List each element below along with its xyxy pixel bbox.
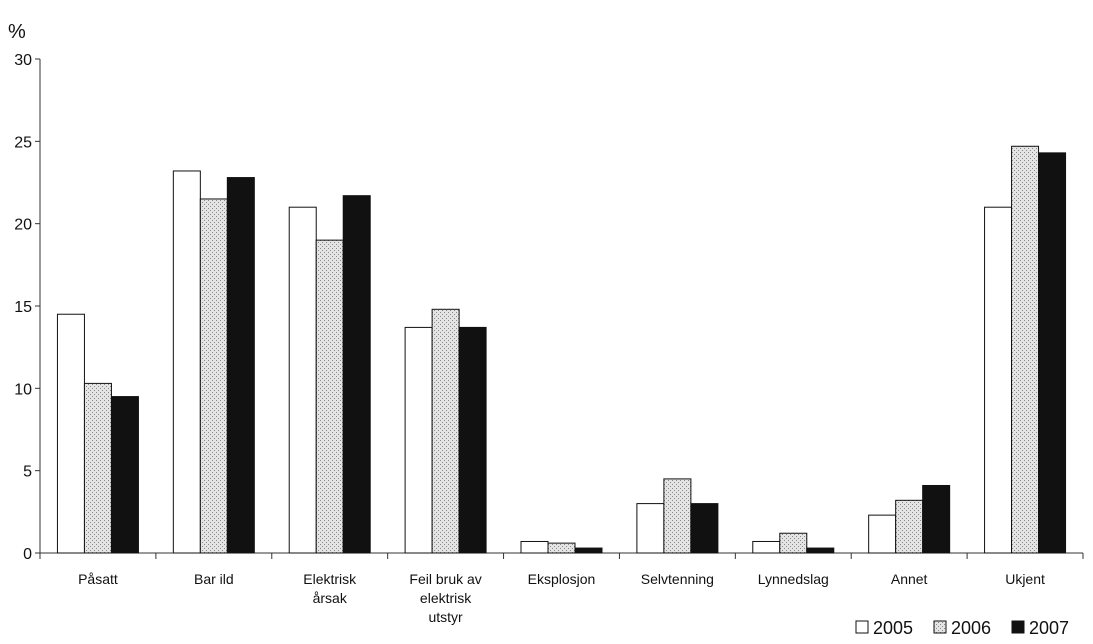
bar-2005-4	[520, 540, 549, 554]
bar-2005-0	[56, 313, 85, 554]
x-category-label: Annet	[891, 571, 928, 587]
bar-2005-7	[868, 514, 897, 554]
x-category-label: Påsatt	[78, 571, 118, 587]
x-category-label: elektrisk	[420, 590, 472, 606]
bars-group	[56, 145, 1067, 554]
legend-label-2006: 2006	[951, 618, 991, 638]
labels-group: Påsatt Bar ild Elektrisk årsak Feil bruk av e…	[78, 571, 1045, 625]
y-tick-label: 0	[23, 546, 32, 563]
bar-2007-8	[1038, 152, 1067, 554]
bar-2006-0	[83, 382, 112, 554]
x-category-label: utstyr	[428, 609, 463, 625]
bar-2006-6	[779, 532, 808, 554]
bar-2007-5	[690, 503, 719, 554]
y-tick-label: 5	[23, 464, 32, 481]
bar-2006-2	[315, 239, 344, 554]
y-tick-label: 10	[14, 381, 32, 398]
y-tick-label: 30	[14, 52, 32, 69]
x-category-label: Ukjent	[1005, 571, 1045, 587]
legend-label-2005: 2005	[873, 618, 913, 638]
bar-2005-3	[404, 326, 433, 554]
y-tick-label: 20	[14, 217, 32, 234]
bar-2007-1	[226, 177, 255, 554]
bar-2007-0	[110, 396, 139, 554]
bar-2007-4	[574, 547, 603, 554]
axes: 0 5 10 15 20 25 30%	[8, 21, 1084, 563]
legend-swatch-2007	[1011, 620, 1025, 634]
x-category-label: Elektrisk	[303, 571, 357, 587]
bar-2006-3	[431, 308, 460, 554]
bar-2006-7	[895, 499, 924, 554]
legend-swatch-2006	[933, 620, 947, 634]
bar-2005-5	[636, 503, 665, 554]
bar-2005-2	[288, 206, 317, 554]
legend-label-2007: 2007	[1029, 618, 1069, 638]
bar-2007-6	[806, 547, 835, 554]
bar-2006-4	[547, 542, 576, 554]
x-category-label: Bar ild	[194, 571, 234, 587]
x-category-label: Lynnedslag	[758, 571, 829, 587]
x-category-label: Selvtenning	[641, 571, 714, 587]
x-category-label: årsak	[313, 590, 348, 606]
legend: 2005 2006 2007	[855, 618, 1069, 638]
y-tick-label: 25	[14, 134, 32, 151]
bar-2007-7	[922, 484, 951, 554]
legend-swatch-2005	[855, 620, 869, 634]
x-category-label: Feil bruk av	[409, 571, 481, 587]
bar-2006-5	[663, 478, 692, 554]
y-tick-label: 15	[14, 299, 32, 316]
bar-2007-3	[458, 326, 487, 554]
bar-2006-8	[1011, 145, 1040, 554]
bar-2005-8	[984, 206, 1013, 554]
y-axis-unit-label: %	[8, 21, 26, 43]
bar-2005-6	[752, 540, 781, 554]
bar-2007-2	[342, 195, 371, 554]
x-category-label: Eksplosjon	[528, 571, 596, 587]
bar-2006-1	[199, 198, 228, 554]
bar-2005-1	[172, 170, 201, 554]
